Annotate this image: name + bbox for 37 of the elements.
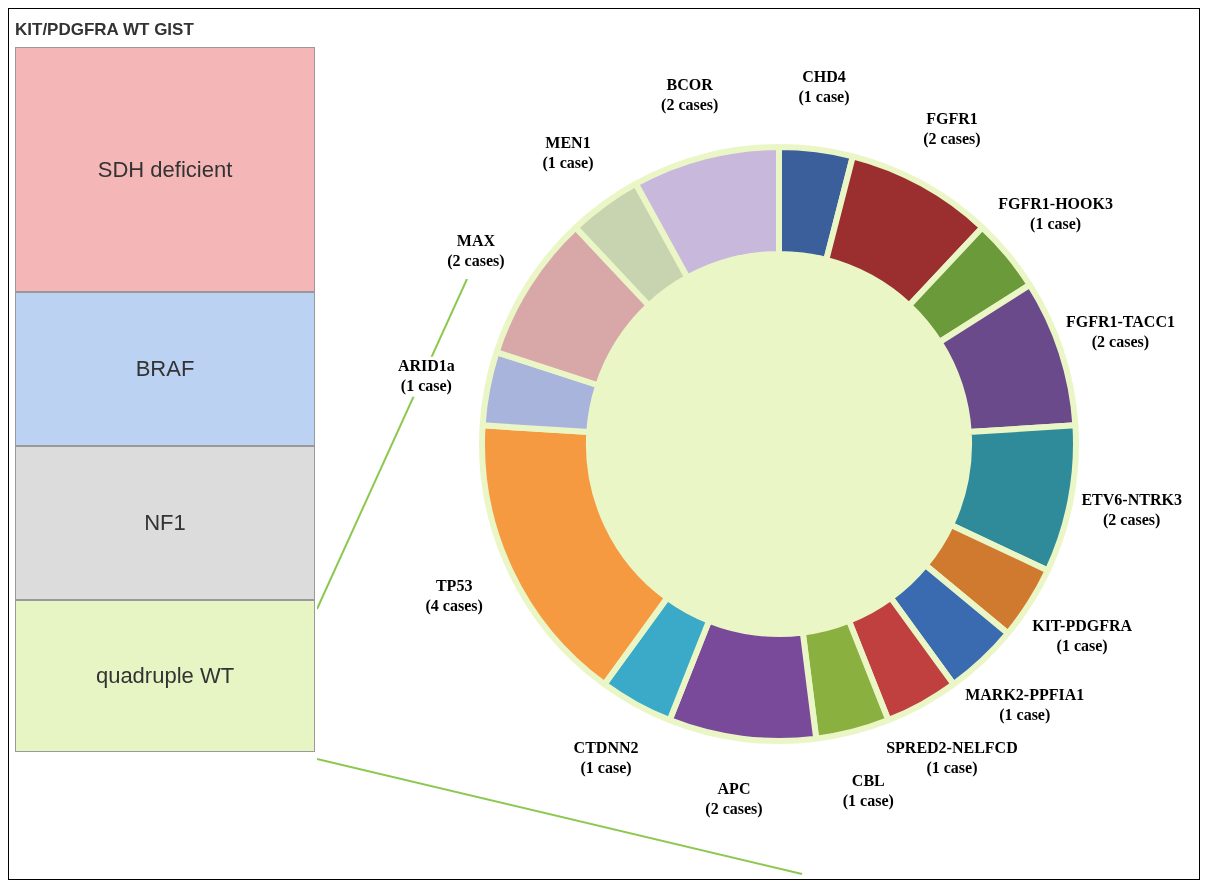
- data-label: (1 case): [580, 758, 632, 777]
- data-label: (2 cases): [705, 800, 763, 819]
- text: KIT/PDGFRA WT GIST: [15, 19, 195, 41]
- slice-label: MAX: [456, 231, 496, 249]
- data-label: (1 case): [798, 87, 850, 106]
- slice-label: FGFR1-HOOK3: [998, 195, 1113, 213]
- data-label: (1 case): [926, 758, 978, 777]
- data-label: (2 cases): [1102, 511, 1161, 530]
- data-label: (1 case): [542, 153, 594, 172]
- slice-label: TP53: [435, 577, 473, 594]
- data-label: (1 case): [1030, 215, 1082, 234]
- data-label: (2 cases): [1091, 333, 1150, 352]
- slice-label: CTDNN2: [573, 738, 639, 756]
- data-label: (1 case): [1056, 636, 1108, 655]
- subgroup-box: NF1: [15, 446, 315, 600]
- subgroup-box: quadruple WT: [15, 600, 315, 752]
- slice-label: SPRED2-NELFCD: [886, 738, 1018, 756]
- slice-label: ETV6-NTRK3: [1081, 491, 1182, 509]
- slice-label: FGFR1: [926, 109, 978, 127]
- slice-label: MARK2-PPFIA1: [965, 685, 1085, 703]
- slice-label: BCOR: [666, 76, 714, 94]
- slice-label: CBL: [851, 771, 885, 789]
- slice-label: APC: [717, 780, 751, 798]
- data-label: (2 cases): [923, 129, 981, 148]
- data-label: (1 case): [400, 376, 452, 395]
- data-label: (4 cases): [425, 597, 483, 615]
- slice-label: ARID1a: [397, 356, 455, 374]
- subgroup-box: SDH deficient: [15, 47, 315, 292]
- slice-label: KIT-PDGFRA: [1032, 616, 1133, 634]
- data-label: (2 cases): [447, 251, 505, 270]
- subgroup-box: BRAF: [15, 292, 315, 446]
- data-label: (1 case): [842, 791, 894, 810]
- data-label: (2 cases): [661, 96, 719, 115]
- slice-label: MEN1: [545, 133, 591, 151]
- slice-label: CHD4: [802, 67, 846, 85]
- slice-label: FGFR1-TACC1: [1065, 313, 1175, 331]
- data-label: (1 case): [999, 705, 1051, 724]
